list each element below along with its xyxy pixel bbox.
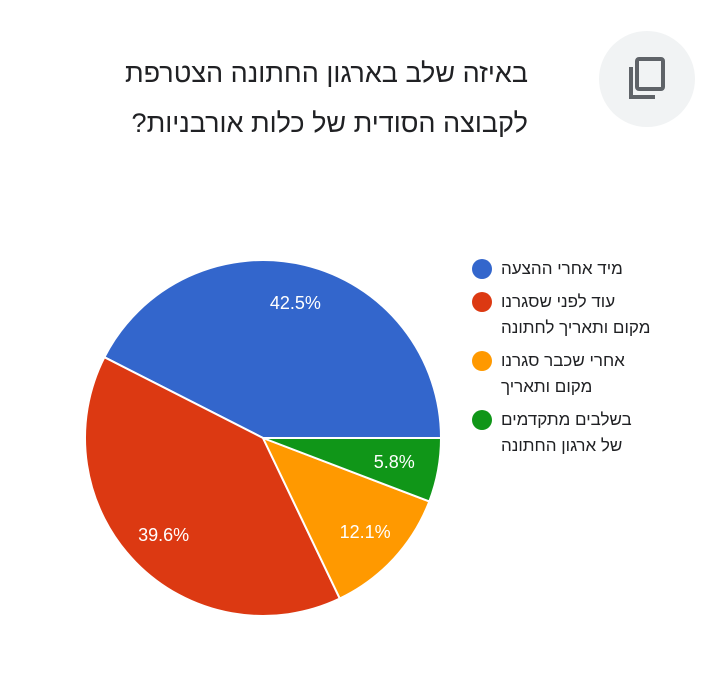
copy-chart-button[interactable]: [599, 31, 695, 127]
pie-slice-3[interactable]: [261, 436, 431, 600]
chart-legend: מיד אחרי ההצעה עוד לפני שסגרנו מקום ותארי…: [472, 256, 692, 466]
legend-label: מיד אחרי ההצעה: [501, 259, 623, 278]
pie-slice-4[interactable]: [262, 437, 443, 503]
legend-swatch: [472, 351, 492, 371]
question-title: באיזה שלב בארגון החתונה הצטרפת לקבוצה הס…: [124, 58, 528, 138]
legend-swatch: [472, 410, 492, 430]
slice-label-4: 5.8%: [374, 452, 415, 472]
legend-swatch: [472, 259, 492, 279]
pie-slice-2[interactable]: [84, 355, 342, 617]
copy-icon: [629, 57, 665, 99]
slice-label-2: 39.6%: [138, 525, 189, 545]
legend-label: בשלבים מתקדמים של ארגון החתונה: [501, 410, 632, 455]
legend-item-1[interactable]: מיד אחרי ההצעה: [472, 256, 692, 282]
pie-slice-1[interactable]: [103, 259, 443, 439]
legend-label: אחרי שכבר סגרנו מקום ותאריך: [501, 351, 625, 396]
legend-swatch: [472, 292, 492, 312]
slice-label-3: 12.1%: [340, 522, 391, 542]
legend-item-2[interactable]: עוד לפני שסגרנו מקום ותאריך לחתונה: [472, 289, 692, 341]
slice-label-1: 42.5%: [270, 293, 321, 313]
legend-item-3[interactable]: אחרי שכבר סגרנו מקום ותאריך: [472, 348, 692, 400]
legend-label: עוד לפני שסגרנו מקום ותאריך לחתונה: [501, 292, 651, 337]
legend-item-4[interactable]: בשלבים מתקדמים של ארגון החתונה: [472, 407, 692, 459]
